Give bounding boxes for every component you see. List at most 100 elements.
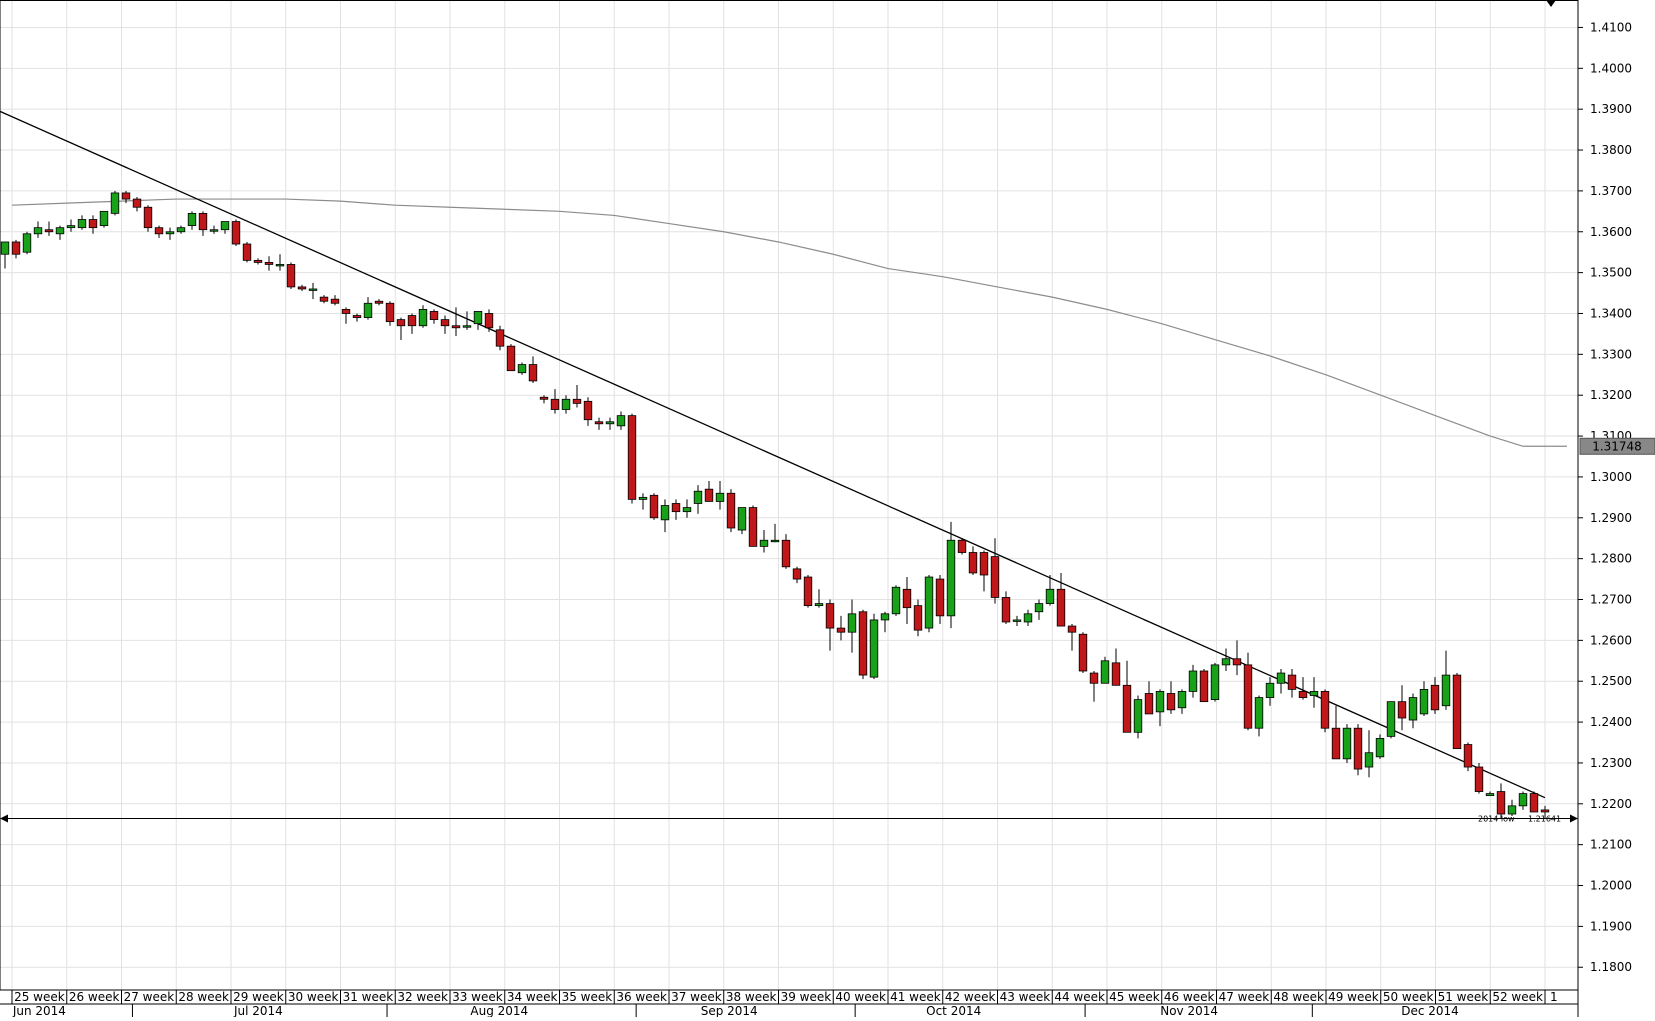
y-tick-label: 1.2200 [1590, 797, 1632, 811]
week-label: 34 week [507, 990, 558, 1004]
candle-body [1496, 791, 1506, 815]
week-label: 27 week [124, 990, 175, 1004]
candle-body [1452, 674, 1462, 750]
candle-body [737, 507, 747, 531]
week-label: 41 week [890, 990, 941, 1004]
candle-body [1419, 688, 1429, 715]
candle-body [1375, 738, 1385, 758]
candle-body [429, 311, 439, 321]
candle-body [264, 262, 274, 265]
candle-body [363, 302, 373, 318]
week-label: 50 week [1383, 990, 1434, 1004]
candle-body [583, 400, 593, 421]
candle-body [1067, 625, 1077, 633]
candle-body [1342, 727, 1352, 760]
month-label: Jun 2014 [12, 1004, 66, 1017]
candle-body [693, 490, 703, 504]
candle-body [1100, 660, 1110, 684]
candle-body [935, 578, 945, 617]
candle-body [0, 241, 10, 255]
candle-body [902, 588, 912, 609]
candle-body [869, 619, 879, 678]
candle-body [220, 221, 230, 231]
candle-body [803, 576, 813, 607]
candle-body [1210, 664, 1220, 701]
candle-body [682, 507, 692, 513]
candle-body [550, 398, 560, 410]
y-tick-label: 1.3300 [1590, 347, 1632, 361]
candle-body [33, 227, 43, 235]
month-label: Oct 2014 [926, 1004, 981, 1017]
candle-body [1265, 682, 1275, 698]
moving-average-line [11, 198, 1567, 447]
candle-body [319, 296, 329, 302]
candle-body [528, 364, 538, 382]
week-label: 25 week [14, 990, 65, 1004]
candle-body [946, 539, 956, 617]
y-tick-label: 1.4000 [1590, 61, 1632, 75]
y-tick-label: 1.2300 [1590, 756, 1632, 770]
candle-body [1353, 727, 1363, 770]
candle-body [55, 227, 65, 235]
candle-body [781, 539, 791, 568]
arrow-left-icon [0, 814, 8, 823]
week-label: 33 week [452, 990, 503, 1004]
candle-body [1034, 603, 1044, 613]
y-tick-label: 1.3400 [1590, 306, 1632, 320]
candle-body [847, 613, 857, 633]
candle-body [473, 311, 483, 325]
week-label: 39 week [781, 990, 832, 1004]
candle-body [1023, 613, 1033, 623]
candle-body [825, 603, 835, 629]
price-label: 1.31748 [1592, 439, 1642, 453]
candle-body [759, 539, 769, 547]
candle-body [924, 576, 934, 629]
candle-body [462, 325, 472, 328]
candle-body [979, 552, 989, 576]
week-label: 42 week [945, 990, 996, 1004]
candle-body [1177, 691, 1187, 709]
week-label: 48 week [1273, 990, 1324, 1004]
week-label: 40 week [835, 990, 886, 1004]
candle-body [704, 488, 714, 502]
candle-body [506, 345, 516, 372]
week-label: 26 week [69, 990, 120, 1004]
price-box [1579, 437, 1655, 455]
y-tick-label: 1.4100 [1590, 20, 1632, 34]
candle-body [814, 603, 824, 607]
candle-body [572, 398, 582, 404]
candle-body [1386, 701, 1396, 737]
candle-body [1243, 664, 1253, 729]
y-tick-label: 1.3600 [1590, 225, 1632, 239]
week-label: 37 week [671, 990, 722, 1004]
month-label: Aug 2014 [470, 1004, 528, 1017]
candle-body [792, 568, 802, 580]
candle-body [330, 298, 340, 304]
candle-body [891, 586, 901, 615]
candle-body [1320, 691, 1330, 729]
candle-body [275, 264, 285, 267]
y-tick-label: 1.3800 [1590, 143, 1632, 157]
candle-body [297, 286, 307, 290]
y-tick-label: 1.3700 [1590, 184, 1632, 198]
candle-body [1199, 670, 1209, 703]
week-label: 49 week [1328, 990, 1379, 1004]
candle-body [990, 556, 1000, 598]
candle-body [957, 539, 967, 553]
candle-body [187, 212, 197, 227]
week-label: 35 week [562, 990, 613, 1004]
candle-body [1012, 619, 1022, 622]
support-value-label: 1.21641 [1528, 815, 1561, 824]
candle-body [858, 611, 868, 676]
candle-body [440, 319, 450, 327]
candle-body [242, 243, 252, 261]
candle-body [1232, 658, 1242, 666]
week-label: 28 week [178, 990, 229, 1004]
candle-body [1078, 633, 1088, 672]
candle-body [1111, 662, 1121, 686]
candle-body [484, 313, 494, 329]
week-label: 29 week [233, 990, 284, 1004]
candle-body [627, 415, 637, 500]
